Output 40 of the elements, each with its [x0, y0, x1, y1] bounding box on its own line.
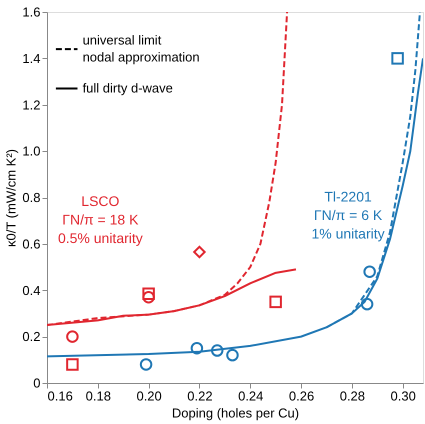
y-tick-label: 1.2: [22, 97, 40, 112]
y-tick-label: 0: [33, 376, 40, 390]
y-tick-label: 1.6: [22, 4, 40, 20]
point: [142, 287, 155, 300]
x-tick-label: 0.28: [340, 388, 366, 404]
annotation: 0.5% unitarity: [58, 230, 143, 246]
point: [66, 358, 79, 371]
annotation: universal limit nodal approximation: [82, 32, 200, 65]
y-tick-label: 1.0: [22, 144, 40, 159]
annotation: full dirty d-wave: [82, 80, 173, 96]
y-tick-label: 0.6: [22, 236, 40, 252]
annotation: 1% unitarity: [311, 226, 385, 242]
annotation: ΓN/π = 6 K: [314, 207, 383, 224]
y-tick-label: 0.4: [22, 282, 40, 298]
x-tick-label: 0.24: [238, 388, 264, 404]
point: [363, 265, 376, 278]
y-tick-label: 0.2: [22, 329, 40, 344]
annotation: LSCO: [81, 193, 120, 210]
y-tick-label: 0.8: [22, 190, 40, 205]
x-axis-title: Doping (holes per Cu): [172, 406, 300, 420]
x-tick-label: 0.26: [288, 388, 314, 404]
point: [142, 290, 155, 304]
x-tick-label: 0.18: [86, 388, 111, 404]
point: [360, 298, 374, 310]
x-tick-label: 0.20: [136, 388, 162, 404]
y-tick-label: 1.4: [22, 50, 40, 66]
point: [66, 330, 79, 343]
point: [193, 246, 206, 258]
point: [269, 296, 282, 308]
x-tick-label: 0.22: [187, 388, 213, 404]
point: [391, 52, 404, 65]
annotation: ΓN/π = 18 K: [62, 212, 140, 228]
x-tick-label: 0.16: [48, 388, 73, 404]
annotation: Tl-2201: [324, 188, 372, 204]
point: [210, 344, 224, 357]
point: [226, 348, 239, 362]
point: [140, 358, 152, 371]
point: [190, 342, 204, 354]
y-axis-title: κ0/T (mW/cm K²): [3, 149, 18, 247]
x-tick-label: 0.30: [390, 388, 416, 404]
